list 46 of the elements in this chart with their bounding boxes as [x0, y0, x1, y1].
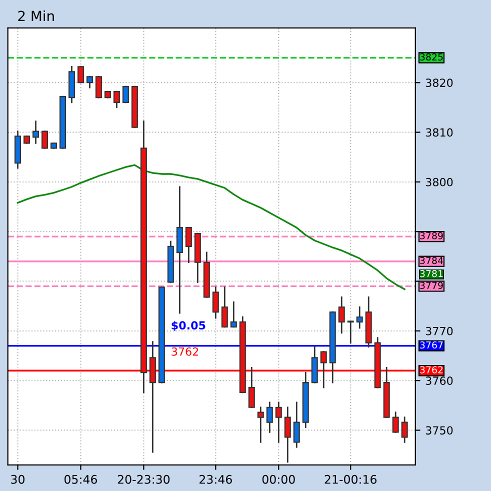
candlestick [266, 402, 273, 433]
ref-line-label: 3762 [420, 366, 443, 374]
y-tick-label: 3810 [426, 128, 453, 137]
x-tick-label: 20-23:30 [118, 474, 170, 484]
annotation: 3762 [172, 347, 198, 356]
candlestick [275, 402, 282, 443]
y-tick-label: 3750 [426, 426, 453, 435]
candlestick [284, 406, 291, 463]
ref-line-label: 3784 [420, 256, 443, 264]
line-series [16, 164, 406, 290]
candlestick [41, 130, 48, 149]
candlestick [392, 412, 399, 433]
ref-line-label: 3779 [420, 282, 443, 289]
x-tick-label: 00:00 [262, 474, 295, 484]
candlestick [356, 306, 363, 329]
candlestick [113, 90, 120, 108]
candlestick [320, 351, 327, 388]
candlestick [338, 296, 345, 334]
y-tick-label: 3770 [426, 326, 453, 336]
y-tick-label: 3820 [426, 78, 453, 87]
candlestick [95, 76, 102, 98]
x-tick-label: 30 [11, 474, 24, 484]
chart-title: 2 Min [18, 10, 54, 22]
ref-line-label: 3767 [420, 341, 443, 349]
annotation: $0.05 [172, 320, 206, 332]
candlestick [122, 86, 129, 104]
candlestick [32, 120, 39, 144]
y-tick-label: 3800 [426, 178, 453, 186]
candlestick [347, 320, 354, 344]
candlestick [248, 366, 255, 408]
candlestick [221, 286, 228, 328]
candlestick [185, 226, 192, 264]
y-tick-label: 3760 [426, 376, 453, 385]
candlestick [212, 286, 219, 319]
candlestick [401, 416, 408, 443]
candlestick [257, 406, 264, 443]
text: 3781 [420, 270, 443, 278]
ref-line-label: 3825 [420, 53, 443, 61]
candlestick [230, 301, 237, 328]
x-tick-label: 05:46 [64, 474, 97, 484]
x-tick-label: 21-00:16 [324, 474, 377, 484]
candlestick [77, 66, 84, 84]
x-tick-label: 23:46 [200, 474, 232, 484]
candlestick [293, 402, 300, 448]
candlestick [86, 76, 93, 88]
ref-line-label: 3789 [420, 232, 443, 240]
